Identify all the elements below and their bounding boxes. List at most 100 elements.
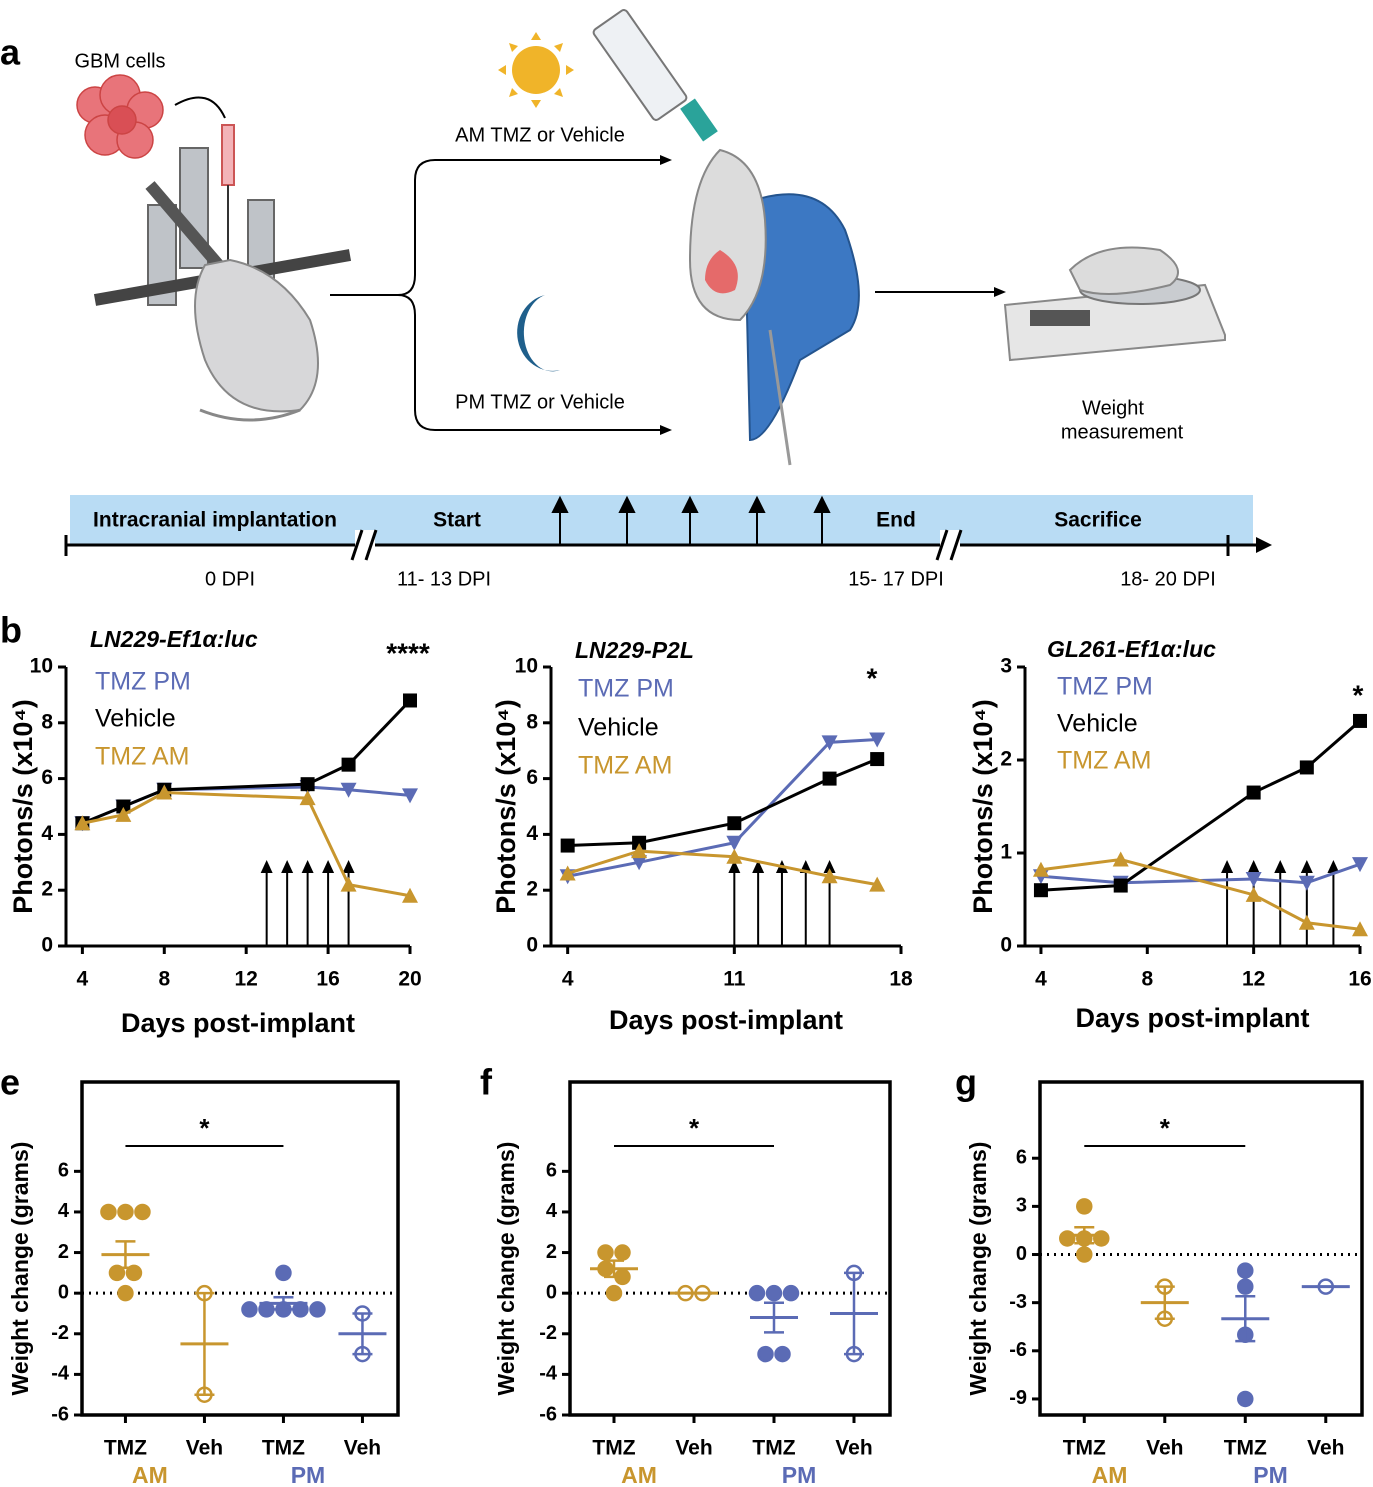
- y-tick-label: 6: [58, 1160, 69, 1182]
- marker: [1032, 861, 1049, 877]
- significance: *: [689, 1113, 700, 1143]
- data-point: [1237, 1390, 1254, 1408]
- data-point: [309, 1301, 326, 1318]
- y-tick-label: 0: [41, 934, 53, 957]
- arrow: [174, 96, 226, 119]
- day-label: 15- 17 DPI: [848, 568, 944, 590]
- y-tick-label: -6: [1009, 1339, 1027, 1361]
- y-tick-label: 2: [1000, 748, 1012, 771]
- legend-label: Vehicle: [95, 705, 176, 733]
- dose-arrow-head: [322, 860, 335, 873]
- y-axis-label: Weight change (grams): [7, 1142, 33, 1396]
- dot-plot: -6 -4 -2 0 2 4 6 Weight change (grams) TMZ Veh TMZ…: [7, 1080, 400, 1487]
- data-point: [748, 1284, 766, 1302]
- marker: [402, 887, 418, 903]
- marker: [1298, 914, 1315, 930]
- panel-label: f: [480, 1062, 493, 1103]
- x-tick-label: TMZ: [262, 1437, 305, 1460]
- y-tick-label: 6: [1016, 1147, 1027, 1169]
- y-tick-label: -9: [1009, 1387, 1027, 1409]
- y-axis-label: Photons/s (x10⁴): [491, 699, 521, 913]
- x-tick-label: 16: [1348, 968, 1371, 991]
- chart-title: GL261-Ef1α:luc: [1047, 636, 1216, 662]
- significance: ****: [386, 637, 430, 668]
- y-axis-label: Weight change (grams): [493, 1142, 519, 1396]
- marker: [1245, 872, 1262, 888]
- dose-arrow-head: [1247, 860, 1260, 873]
- y-tick-label: 4: [41, 822, 53, 845]
- dose-arrow-head: [823, 860, 836, 873]
- sun: [498, 32, 574, 108]
- y-tick-label: 2: [58, 1241, 69, 1263]
- y-axis-label: Photons/s (x10⁴): [8, 699, 38, 913]
- day-label: 0 DPI: [205, 568, 255, 590]
- data-point: [1237, 1262, 1254, 1279]
- data-point: [241, 1301, 258, 1318]
- line-chart: 0 2 4 6 8 10 4 8 12 16 20 LN229-Ef1α:luc Days post-i…: [8, 626, 430, 1038]
- marker: [821, 868, 838, 884]
- group-label: PM: [782, 1462, 817, 1487]
- y-axis-label: Photons/s (x10⁴): [968, 699, 998, 913]
- phase-label: End: [876, 509, 916, 532]
- x-tick-label: TMZ: [1063, 1437, 1106, 1460]
- y-tick-label: -3: [1009, 1291, 1027, 1313]
- marker: [1113, 878, 1128, 893]
- y-tick-label: -6: [539, 1403, 557, 1425]
- mouse: [194, 258, 319, 413]
- y-tick-label: 6: [546, 1160, 557, 1182]
- schematic: GBM cells AM TMZ or Vehicle PM TMZ or Ve…: [74, 9, 1226, 466]
- group-label: AM: [132, 1462, 168, 1487]
- y-tick-label: 2: [41, 878, 53, 901]
- moon: [517, 295, 560, 372]
- group-label: AM: [1092, 1462, 1128, 1487]
- marker: [632, 835, 647, 850]
- x-tick-label: 16: [316, 968, 339, 991]
- marker: [726, 835, 743, 851]
- x-tick-label: Veh: [186, 1437, 223, 1460]
- data-point: [100, 1203, 117, 1221]
- marker: [116, 799, 131, 814]
- significance: *: [867, 662, 878, 693]
- error-bar: [115, 1240, 136, 1270]
- label: PM TMZ or Vehicle: [455, 391, 625, 413]
- data-point: [774, 1345, 791, 1363]
- marker: [727, 816, 742, 831]
- x-tick-label: 18: [889, 968, 913, 991]
- error-bar: [844, 1271, 864, 1356]
- dose-arrow-head: [1221, 860, 1234, 873]
- marker: [726, 848, 743, 864]
- series-line: [82, 791, 411, 898]
- phase-label: Start: [433, 509, 481, 532]
- series-line: [81, 785, 411, 825]
- group-label: PM: [291, 1462, 326, 1487]
- x-tick-label: Veh: [1307, 1437, 1344, 1460]
- dose-arrow-head: [281, 860, 294, 873]
- error-bar: [352, 1312, 373, 1356]
- data-point: [108, 1264, 126, 1282]
- marker: [402, 788, 418, 804]
- legend-label: Vehicle: [1057, 710, 1138, 738]
- data-point: [597, 1244, 614, 1261]
- y-tick-label: 4: [526, 822, 538, 845]
- legend-label: TMZ AM: [95, 743, 189, 771]
- y-tick-label: 0: [58, 1281, 69, 1303]
- y-tick-label: 1: [1000, 841, 1012, 864]
- branch-arrows: [330, 159, 1000, 431]
- label: Weight: [1082, 397, 1144, 419]
- marker: [559, 865, 576, 881]
- data-point: [782, 1284, 800, 1302]
- x-tick-label: TMZ: [752, 1437, 795, 1460]
- x-axis-label: Days post-implant: [609, 1005, 843, 1035]
- x-tick-label: TMZ: [1224, 1437, 1267, 1460]
- x-axis-label: Days post-implant: [121, 1008, 355, 1038]
- data-point: [1237, 1278, 1254, 1295]
- marker: [1352, 857, 1368, 873]
- day-label: 11- 13 DPI: [397, 568, 491, 590]
- x-tick-label: Veh: [675, 1437, 712, 1460]
- phase-label: Intracranial implantation: [93, 509, 337, 532]
- group-label: AM: [621, 1462, 657, 1487]
- plot-frame: [80, 1080, 400, 1417]
- gloved-hand: [743, 193, 860, 442]
- tail: [199, 408, 301, 422]
